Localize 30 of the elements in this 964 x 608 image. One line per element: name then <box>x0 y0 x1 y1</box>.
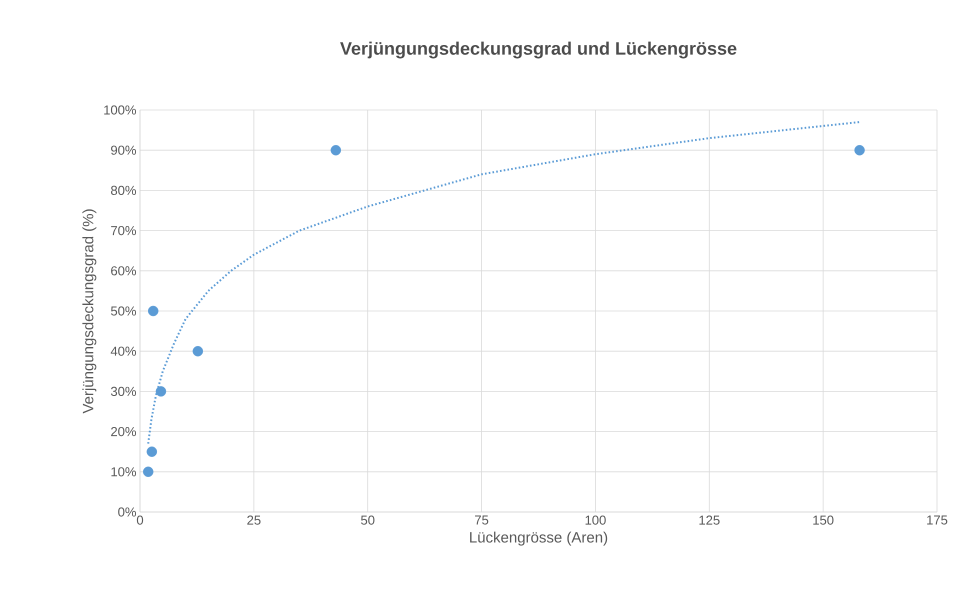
x-tick-label: 125 <box>699 516 720 525</box>
y-tick-label: 0% <box>118 507 136 517</box>
point <box>148 306 158 316</box>
y-tick-label: 80% <box>111 186 136 195</box>
point <box>156 386 166 397</box>
y-tick-label: 10% <box>111 467 136 476</box>
y-axis-title: Verjüngungsdeckungsgrad (%) <box>82 209 96 414</box>
x-axis-title: Lückengrösse (Aren) <box>470 532 608 546</box>
point <box>854 145 865 156</box>
x-tick-label: 0 <box>136 516 144 525</box>
y-tick-label: 70% <box>111 226 136 236</box>
x-tick-label: 75 <box>475 516 488 525</box>
x-tick-label: 100 <box>586 516 606 525</box>
point <box>192 346 204 356</box>
y-tick-label: 40% <box>110 346 136 356</box>
y-tick-label: 50% <box>110 306 136 316</box>
x-tick-label: 25 <box>247 516 261 525</box>
point <box>142 466 154 477</box>
y-tick-label: 20% <box>111 426 136 436</box>
x-tick-label: 50 <box>361 516 374 525</box>
line-series <box>147 121 861 445</box>
point <box>146 446 158 457</box>
point <box>330 145 342 156</box>
x-tick-label: 175 <box>927 516 948 525</box>
y-tick-label: 90% <box>111 146 136 155</box>
y-tick-label: 30% <box>110 386 136 396</box>
y-tick-label: 60% <box>111 266 136 276</box>
y-tick-label: 100% <box>104 105 136 115</box>
x-tick-label: 150 <box>813 516 834 525</box>
chart-title: Verjüngungsdeckungsgrad und Lückengrösse <box>340 42 736 58</box>
